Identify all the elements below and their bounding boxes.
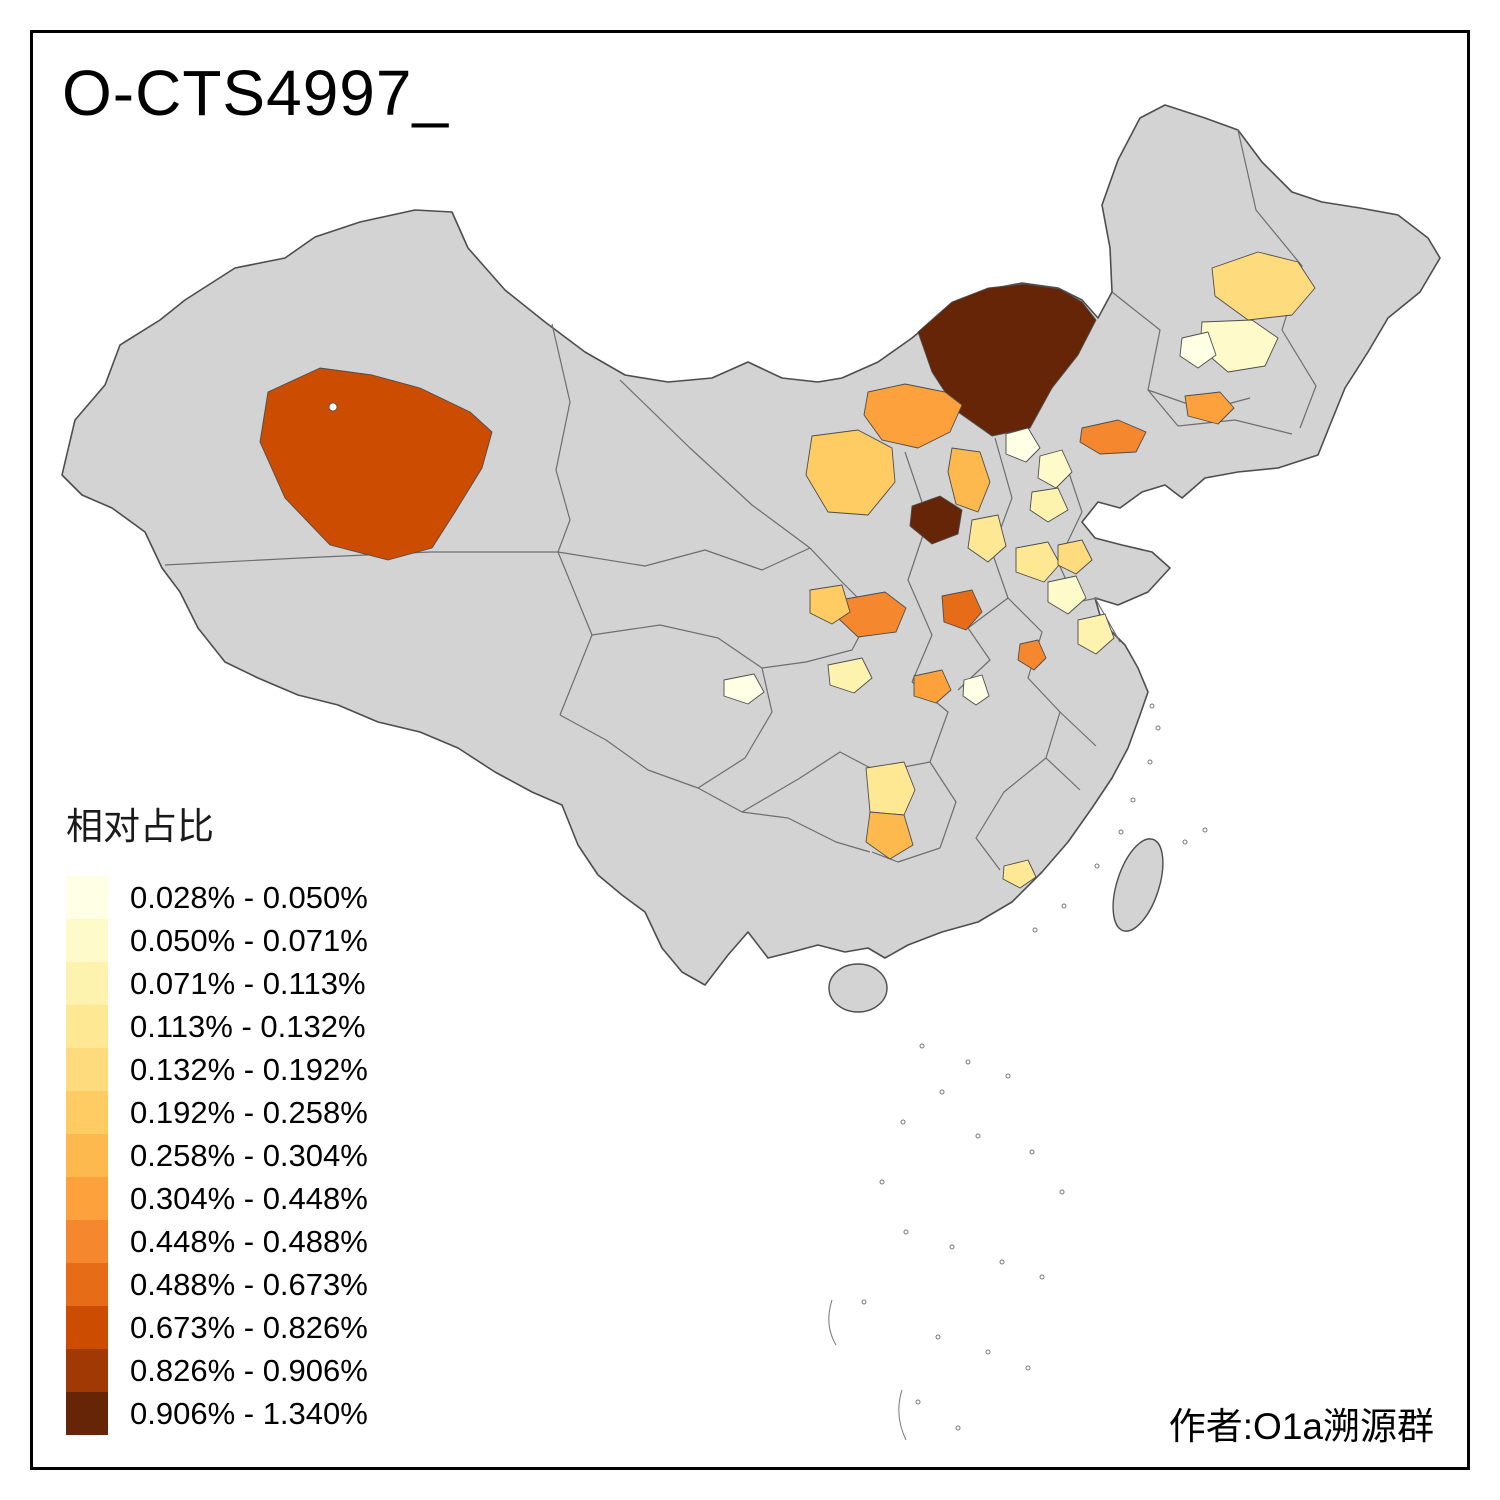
map-region-r19 — [1015, 541, 1061, 583]
legend-swatch — [66, 1306, 108, 1349]
legend-swatch — [66, 962, 108, 1005]
map-region-r05 — [805, 429, 896, 516]
map-region-r27 — [865, 761, 916, 816]
legend-swatch — [66, 1134, 108, 1177]
legend-swatch — [66, 1177, 108, 1220]
map-region-r04 — [863, 383, 963, 449]
legend-label: 0.488% - 0.673% — [130, 1266, 368, 1302]
legend-row: 0.132% - 0.192% — [66, 1048, 368, 1091]
legend-swatch — [66, 876, 108, 919]
colored-regions — [259, 251, 1316, 889]
legend-swatch — [66, 1392, 108, 1435]
map-region-r01 — [259, 367, 493, 561]
legend-swatch — [66, 1220, 108, 1263]
legend-row: 0.113% - 0.132% — [66, 1005, 368, 1048]
island-specks — [828, 703, 1208, 1441]
legend-swatch — [66, 1263, 108, 1306]
legend-label: 0.113% - 0.132% — [130, 1008, 366, 1044]
legend-label: 0.050% - 0.071% — [130, 922, 368, 958]
map-region-r24 — [723, 673, 765, 705]
legend-row: 0.050% - 0.071% — [66, 919, 368, 962]
legend-label: 0.132% - 0.192% — [130, 1051, 368, 1087]
legend-label: 0.304% - 0.448% — [130, 1180, 368, 1216]
map-region-r14 — [1029, 487, 1069, 523]
page-title: O-CTS4997_ — [62, 57, 450, 129]
map-region-r03 — [909, 495, 963, 545]
map-region-r30 — [1057, 539, 1093, 575]
legend-row: 0.192% - 0.258% — [66, 1091, 368, 1134]
map-region-r21 — [1077, 613, 1115, 655]
mainland-outline — [61, 104, 1441, 986]
map-region-r28 — [865, 811, 914, 860]
taiwan-island — [1112, 838, 1164, 932]
map-region-r11 — [1079, 419, 1147, 455]
legend-items: 0.028% - 0.050% 0.050% - 0.071% 0.071% - 0… — [66, 876, 368, 1435]
small-lake — [328, 402, 338, 412]
legend: 相对占比 0.028% - 0.050% 0.050% - 0.071% 0.071… — [66, 796, 368, 1435]
map-region-r20 — [1047, 575, 1087, 615]
legend-row: 0.258% - 0.304% — [66, 1134, 368, 1177]
map-region-r15 — [967, 514, 1007, 563]
legend-label: 0.448% - 0.488% — [130, 1223, 368, 1259]
map-region-r25 — [827, 657, 873, 694]
legend-label: 0.906% - 1.340% — [130, 1395, 368, 1431]
map-region-r26 — [962, 674, 990, 706]
legend-swatch — [66, 1349, 108, 1392]
legend-title: 相对占比 — [66, 806, 214, 847]
map-region-r06 — [947, 447, 991, 513]
hainan-island — [828, 963, 888, 1013]
legend-row: 0.826% - 0.906% — [66, 1349, 368, 1392]
map-region-r07 — [1211, 251, 1316, 321]
map-region-r23 — [913, 669, 952, 704]
map-region-r22 — [1017, 639, 1047, 671]
legend-label: 0.028% - 0.050% — [130, 879, 368, 915]
legend-swatch — [66, 919, 108, 962]
map-region-r29 — [1002, 859, 1037, 889]
legend-row: 0.304% - 0.448% — [66, 1177, 368, 1220]
map-region-r18 — [809, 584, 851, 625]
legend-label: 0.673% - 0.826% — [130, 1309, 368, 1345]
map-region-r02 — [917, 283, 1097, 437]
legend-swatch — [66, 1048, 108, 1091]
legend-row: 0.028% - 0.050% — [66, 876, 368, 919]
map-region-r10 — [1184, 391, 1235, 425]
legend-label: 0.071% - 0.113% — [130, 965, 366, 1001]
legend-label: 0.192% - 0.258% — [130, 1094, 368, 1130]
legend-row: 0.448% - 0.488% — [66, 1220, 368, 1263]
legend-swatch — [66, 1005, 108, 1048]
map-region-r13 — [1037, 449, 1073, 489]
map-region-r16 — [941, 589, 983, 631]
legend-row: 0.488% - 0.673% — [66, 1263, 368, 1306]
legend-row: 0.906% - 1.340% — [66, 1392, 368, 1435]
attribution: 作者:O1a溯源群 — [1168, 1406, 1434, 1447]
legend-swatch — [66, 1091, 108, 1134]
legend-row: 0.673% - 0.826% — [66, 1306, 368, 1349]
map-region-r09 — [1179, 331, 1217, 369]
map-region-r12 — [1005, 427, 1041, 463]
legend-label: 0.258% - 0.304% — [130, 1137, 368, 1173]
legend-label: 0.826% - 0.906% — [130, 1352, 368, 1388]
legend-row: 0.071% - 0.113% — [66, 962, 368, 1005]
